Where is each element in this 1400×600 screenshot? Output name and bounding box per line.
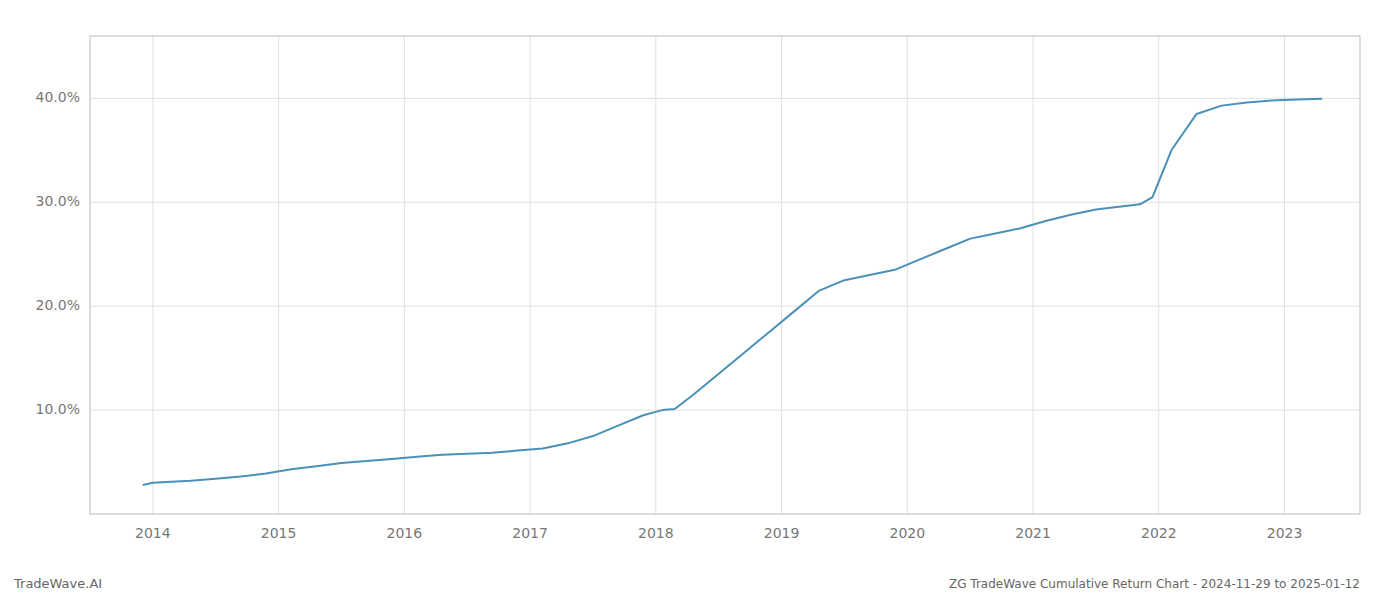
line <box>143 99 1322 485</box>
y-tick-label: 20.0% <box>36 297 80 313</box>
x-tick-label: 2019 <box>764 525 800 541</box>
y-grid-line <box>90 98 1360 99</box>
x-tick-label: 2023 <box>1267 525 1303 541</box>
x-grid-line <box>530 36 531 514</box>
y-grid-line <box>90 202 1360 203</box>
watermark: TradeWave.AI <box>13 576 102 591</box>
x-grid-line <box>152 36 153 514</box>
x-grid-line <box>278 36 279 514</box>
tick-labels: 10.0% 20.0% 30.0% 40.0% 2014 2015 2016 2017 2018… <box>36 89 1303 541</box>
y-tick-label: 40.0% <box>36 89 80 105</box>
x-grid-line <box>907 36 908 514</box>
x-tick-label: 2021 <box>1015 525 1051 541</box>
x-tick-label: 2015 <box>261 525 297 541</box>
x-tick-label: 2017 <box>512 525 548 541</box>
series <box>143 99 1322 485</box>
x-grid-line <box>655 36 656 514</box>
x-grid-line <box>1284 36 1285 514</box>
x-tick-label: 2018 <box>638 525 674 541</box>
y-tick-label: 10.0% <box>36 401 80 417</box>
title: ZG TradeWave Cumulative Return Chart - 2… <box>949 577 1360 591</box>
grid <box>90 36 1360 514</box>
x-tick-label: 2016 <box>387 525 423 541</box>
x-tick-label: 2020 <box>890 525 926 541</box>
chart: 10.0% 20.0% 30.0% 40.0% 2014 2015 2016 2017 2018… <box>0 0 1400 600</box>
x-tick-label: 2014 <box>135 525 171 541</box>
y-tick-label: 30.0% <box>36 193 80 209</box>
x-grid-line <box>404 36 405 514</box>
x-grid-line <box>781 36 782 514</box>
x-tick-label: 2022 <box>1141 525 1177 541</box>
plot-frame <box>90 36 1360 514</box>
x-grid-line <box>1158 36 1159 514</box>
y-grid-line <box>90 306 1360 307</box>
y-grid-line <box>90 410 1360 411</box>
x-grid-line <box>1033 36 1034 514</box>
